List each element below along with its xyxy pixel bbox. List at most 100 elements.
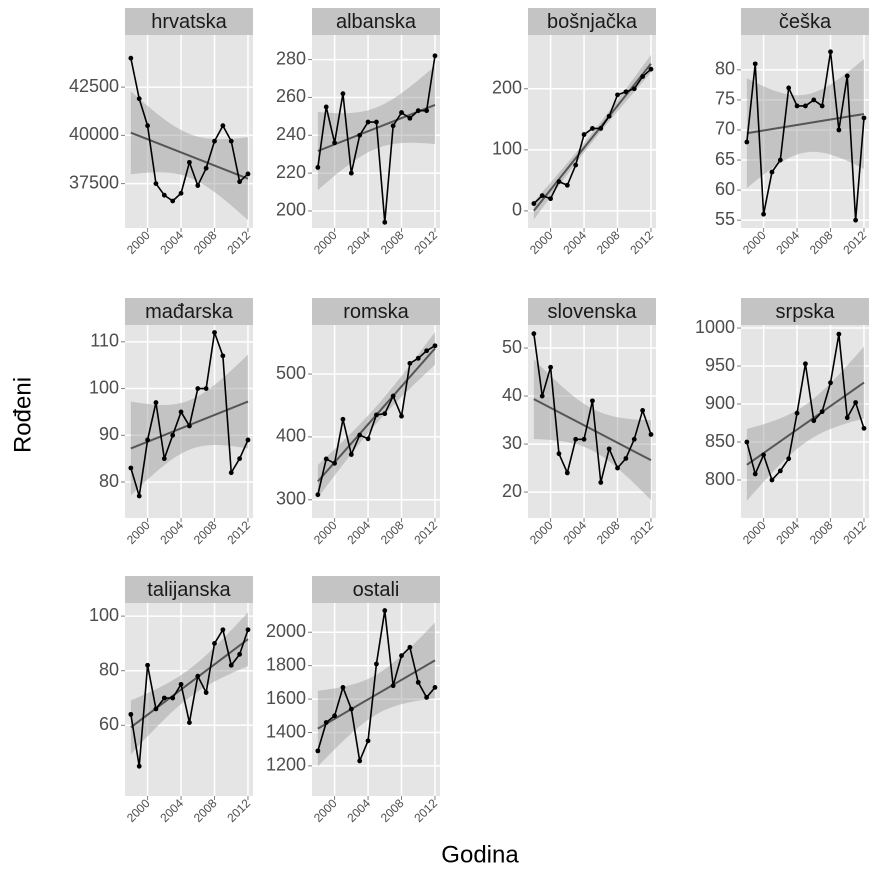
data-point <box>640 74 646 79</box>
y-tick-label: 800 <box>705 469 735 489</box>
data-point <box>145 123 150 129</box>
y-tick-label: 0 <box>512 200 522 220</box>
data-point <box>590 398 595 404</box>
y-tick-label: 850 <box>705 431 735 451</box>
x-tick-label: 2000 <box>124 228 153 257</box>
data-point <box>203 386 209 391</box>
data-point <box>531 331 537 337</box>
panel: hrvatska 37500 40000 42500 2000 2004 2008 2012 <box>69 8 253 257</box>
plot-area <box>531 331 654 501</box>
x-tick-label: 2008 <box>191 796 220 825</box>
strip-background <box>741 298 869 325</box>
strip-label: albanska <box>336 11 417 33</box>
y-tick-label: 75 <box>715 89 735 109</box>
y-tick-label: 100 <box>492 139 522 159</box>
data-point <box>357 432 363 438</box>
x-tick-label: 2000 <box>124 518 153 547</box>
panel: mađarska 80 90 100 110 2000 2004 2008 2012 <box>89 298 253 547</box>
data-point <box>332 460 337 466</box>
data-point <box>136 493 142 499</box>
data-point <box>136 96 142 102</box>
data-point <box>432 53 438 59</box>
data-point <box>187 720 192 725</box>
data-point <box>195 673 201 679</box>
data-point <box>424 695 430 700</box>
strip-background <box>125 576 253 603</box>
data-point <box>432 684 438 690</box>
x-tick-label: 2004 <box>560 228 589 257</box>
data-point <box>861 115 867 121</box>
data-point <box>853 400 859 405</box>
y-tick-label: 70 <box>715 119 735 139</box>
plot-area <box>315 332 438 498</box>
data-point <box>761 211 766 217</box>
x-tick-label: 2012 <box>840 518 869 547</box>
data-point <box>390 393 396 399</box>
strip-background <box>125 298 253 325</box>
data-point <box>136 763 142 769</box>
data-point <box>348 170 354 176</box>
y-tick-label: 200 <box>276 200 306 220</box>
data-point <box>220 123 226 129</box>
plot-area <box>128 55 251 221</box>
data-point <box>357 758 363 764</box>
y-tick-label: 100 <box>89 605 119 625</box>
data-point <box>228 470 234 476</box>
data-point <box>382 608 388 613</box>
y-tick-label: 220 <box>276 162 306 182</box>
data-point <box>365 436 371 442</box>
data-point <box>228 138 234 144</box>
x-tick-label: 2012 <box>224 228 253 257</box>
plot-area <box>744 331 867 501</box>
x-tick-label: 2000 <box>311 228 340 257</box>
y-tick-label: 20 <box>502 481 522 501</box>
y-tick-label: 100 <box>89 377 119 397</box>
y-tick-label: 110 <box>90 331 119 351</box>
trend-line <box>533 63 652 212</box>
y-tick-label: 1400 <box>266 721 306 741</box>
x-tick-label: 2004 <box>773 228 802 257</box>
data-point <box>615 92 620 98</box>
x-tick-label: 2004 <box>157 796 186 825</box>
data-point <box>228 662 234 668</box>
data-point <box>245 171 251 177</box>
x-tick-label: 2000 <box>740 228 769 257</box>
y-tick-label: 80 <box>99 659 119 679</box>
strip-label: češka <box>779 11 832 33</box>
data-point <box>615 465 620 471</box>
y-tick-label: 60 <box>99 714 119 734</box>
x-tick-label: 2004 <box>560 518 589 547</box>
data-point <box>145 662 150 668</box>
data-point <box>844 415 850 421</box>
data-point <box>415 679 421 685</box>
x-tick-label: 2008 <box>594 228 623 257</box>
x-tick-label: 2000 <box>740 518 769 547</box>
data-point <box>340 684 346 690</box>
data-point <box>220 353 226 359</box>
data-point <box>315 165 321 170</box>
data-point <box>744 139 750 145</box>
data-point <box>598 480 604 485</box>
strip-label: romska <box>343 301 409 323</box>
data-point <box>212 641 217 646</box>
data-point <box>556 451 562 457</box>
x-tick-label: 2004 <box>157 228 186 257</box>
data-point <box>390 683 396 689</box>
plot-area <box>531 54 654 220</box>
y-tick-label: 60 <box>715 179 735 199</box>
data-point <box>407 115 413 121</box>
data-point <box>581 132 587 137</box>
y-tick-label: 240 <box>276 124 306 144</box>
data-point <box>811 97 817 103</box>
y-tick-label: 500 <box>276 363 306 383</box>
data-point <box>777 468 783 474</box>
data-point <box>212 138 217 144</box>
data-point <box>128 55 134 61</box>
data-point <box>811 418 817 424</box>
data-point <box>195 386 201 391</box>
data-point <box>357 132 363 138</box>
trend-line <box>533 398 652 462</box>
data-point <box>187 159 192 165</box>
data-point <box>128 465 134 471</box>
x-tick-label: 2012 <box>840 228 869 257</box>
